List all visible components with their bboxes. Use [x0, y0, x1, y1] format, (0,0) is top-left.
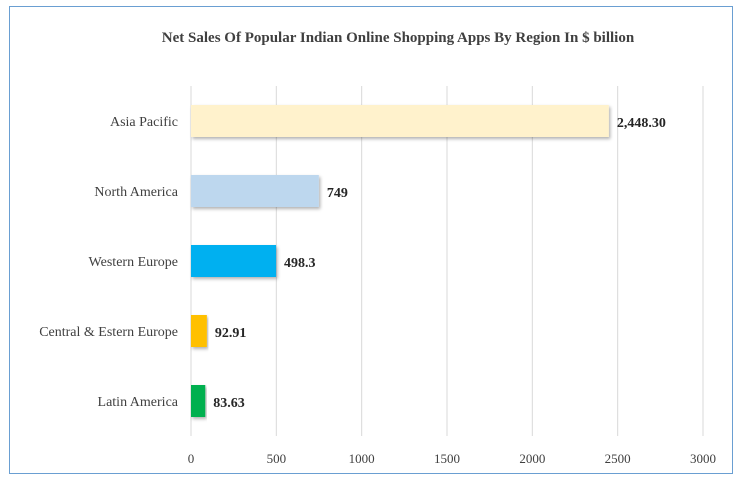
bar [191, 315, 207, 347]
bars [191, 105, 609, 417]
category-label: Asia Pacific [110, 115, 178, 130]
bar [191, 105, 609, 137]
x-tick-label: 2000 [519, 451, 545, 466]
data-label: 749 [327, 186, 348, 201]
labels: 0 500 1000 1500 2000 2500 3000 Asia Pacific 2,44… [39, 115, 716, 466]
x-tick-label: 1500 [434, 451, 460, 466]
category-label: North America [94, 185, 178, 200]
category-label: Central & Estern Europe [39, 325, 178, 340]
bar [191, 245, 277, 277]
x-tick-label: 3000 [690, 451, 716, 466]
bar [191, 385, 206, 417]
x-tick-label: 2500 [605, 451, 631, 466]
chart-title: Net Sales Of Popular Indian Online Shopp… [161, 30, 635, 46]
x-tick-label: 1000 [349, 451, 375, 466]
chart-frame [9, 6, 733, 474]
category-label: Latin America [98, 395, 179, 410]
data-label: 2,448.30 [617, 116, 666, 131]
x-tick-label: 0 [188, 451, 195, 466]
data-label: 498.3 [284, 256, 316, 271]
x-tick-label: 500 [267, 451, 287, 466]
category-label: Western Europe [89, 255, 178, 270]
data-label: 92.91 [215, 326, 247, 341]
gridlines [190, 86, 704, 436]
bar [191, 175, 319, 207]
data-label: 83.63 [213, 396, 245, 411]
